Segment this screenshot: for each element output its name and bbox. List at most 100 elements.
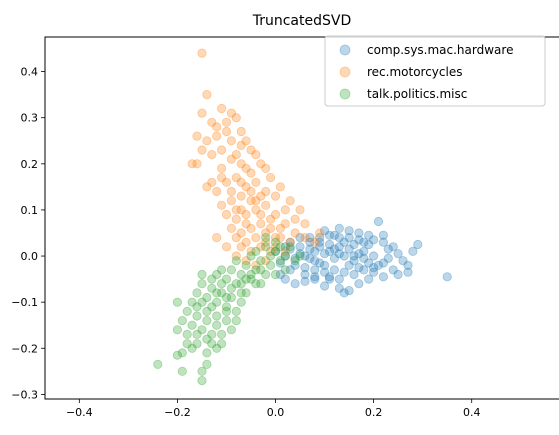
- data-point: [344, 244, 354, 254]
- data-point: [310, 274, 320, 284]
- data-point: [251, 265, 261, 275]
- data-point: [329, 230, 339, 240]
- data-point: [280, 265, 290, 275]
- data-point: [442, 272, 452, 282]
- data-point: [221, 274, 232, 284]
- data-point: [280, 205, 290, 215]
- data-point: [310, 256, 320, 266]
- data-point: [344, 285, 354, 296]
- data-point: [246, 186, 256, 197]
- data-point: [207, 329, 217, 339]
- data-point: [236, 205, 246, 215]
- data-point: [231, 279, 241, 289]
- data-point: [231, 205, 241, 215]
- data-point: [251, 196, 261, 206]
- y-axis: −0.3 −0.2 −0.1 0.0 0.1 0.2 0.3 0.4: [11, 66, 45, 401]
- data-point: [236, 288, 246, 298]
- data-point: [368, 262, 379, 273]
- data-point: [364, 258, 374, 268]
- data-point: [197, 48, 207, 58]
- data-point: [359, 237, 369, 247]
- data-point: [319, 281, 330, 291]
- data-point: [246, 223, 256, 233]
- data-point: [388, 265, 398, 275]
- data-point: [251, 279, 261, 289]
- data-point: [310, 246, 320, 256]
- data-point: [251, 177, 261, 187]
- data-point: [182, 339, 192, 349]
- data-point: [226, 292, 236, 303]
- data-point: [197, 269, 207, 280]
- data-point: [305, 244, 315, 254]
- data-point: [197, 145, 207, 155]
- data-point: [324, 246, 335, 256]
- data-point: [305, 233, 315, 243]
- data-point: [182, 329, 192, 339]
- data-point: [339, 288, 349, 298]
- series-0: [270, 216, 452, 298]
- data-point: [221, 209, 232, 220]
- data-point: [226, 136, 236, 146]
- y-tick-label: 0.0: [21, 250, 39, 263]
- data-point: [217, 265, 227, 275]
- data-point: [226, 196, 236, 206]
- data-point: [221, 177, 232, 187]
- data-point: [329, 244, 339, 254]
- data-point: [300, 262, 310, 273]
- data-point: [324, 272, 335, 282]
- y-tick-label: 0.4: [21, 66, 39, 79]
- data-point: [241, 288, 251, 298]
- legend-marker: [339, 88, 351, 100]
- data-point: [246, 196, 256, 206]
- data-point: [339, 251, 349, 261]
- data-point: [192, 159, 202, 169]
- data-point: [354, 279, 364, 289]
- data-point: [236, 159, 246, 169]
- data-point: [295, 205, 305, 215]
- legend-marker: [339, 44, 351, 56]
- data-point: [197, 375, 207, 386]
- data-point: [256, 209, 266, 220]
- data-point: [251, 246, 261, 256]
- data-point: [217, 329, 227, 339]
- data-point: [261, 237, 271, 247]
- data-point: [265, 260, 276, 270]
- data-point: [187, 159, 197, 169]
- data-point: [373, 260, 384, 270]
- data-point: [172, 350, 182, 360]
- data-point: [265, 251, 276, 261]
- data-point: [241, 219, 251, 229]
- data-point: [192, 131, 202, 141]
- data-point: [192, 339, 202, 349]
- data-point: [270, 269, 281, 280]
- data-point: [231, 251, 241, 261]
- data-point: [236, 177, 246, 187]
- legend-label: rec.motorcycles: [367, 65, 462, 79]
- data-point: [285, 265, 295, 275]
- data-point: [212, 311, 222, 321]
- data-point: [300, 269, 310, 280]
- data-point: [275, 182, 285, 192]
- data-point: [388, 242, 398, 252]
- data-point: [207, 274, 217, 284]
- data-point: [231, 113, 241, 123]
- y-tick-label: −0.3: [11, 388, 38, 401]
- data-point: [290, 253, 300, 263]
- data-point: [212, 233, 222, 243]
- data-point: [403, 267, 413, 277]
- y-tick-label: −0.2: [11, 342, 38, 355]
- data-point: [197, 297, 207, 307]
- points-layer: [153, 48, 452, 386]
- data-point: [295, 242, 305, 252]
- data-point: [226, 186, 236, 197]
- data-point: [261, 186, 271, 197]
- data-point: [290, 260, 300, 270]
- data-point: [246, 145, 256, 155]
- data-point: [265, 173, 276, 183]
- data-point: [256, 265, 266, 275]
- data-point: [246, 251, 256, 261]
- data-point: [334, 274, 344, 284]
- data-point: [226, 325, 236, 335]
- data-point: [221, 126, 232, 137]
- data-point: [275, 269, 285, 280]
